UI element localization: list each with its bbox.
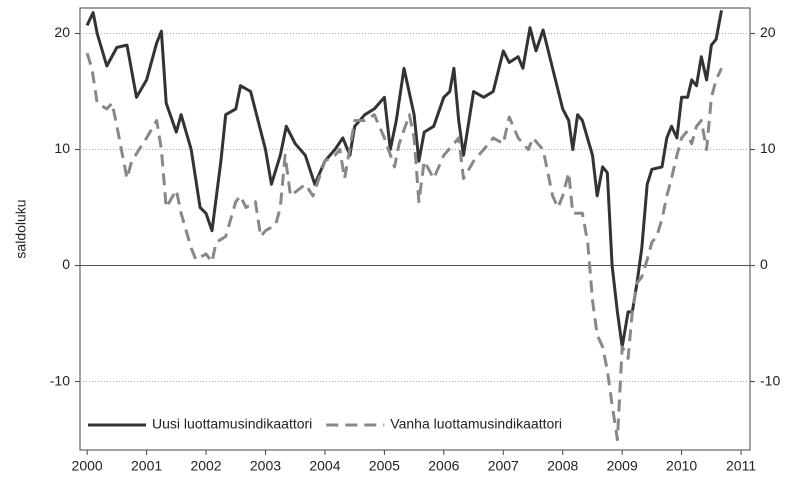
x-tick-label: 2000 <box>72 458 103 474</box>
legend-label: Uusi luottamusindikaattori <box>152 416 312 432</box>
series-line <box>85 10 723 349</box>
x-tick-label: 2005 <box>369 458 400 474</box>
y-tick-label: 20 <box>54 24 70 40</box>
x-tick-label: 2004 <box>309 458 340 474</box>
x-tick-label: 2002 <box>190 458 221 474</box>
x-tick-label: 2007 <box>488 458 519 474</box>
x-tick-label: 2006 <box>428 458 459 474</box>
y-axis-label: saldoluku <box>13 199 29 258</box>
x-tick-label: 2008 <box>547 458 578 474</box>
y2-tick-label: 20 <box>760 24 776 40</box>
y-tick-label: -10 <box>50 372 70 388</box>
legend-label: Vanha luottamusindikaattori <box>390 416 562 432</box>
x-tick-label: 2003 <box>250 458 281 474</box>
series-line <box>85 52 723 442</box>
x-tick-label: 2009 <box>607 458 638 474</box>
plot-frame <box>79 7 751 451</box>
y2-tick-label: -10 <box>760 372 780 388</box>
y-tick-label: 0 <box>62 256 70 272</box>
y2-tick-label: 10 <box>760 140 776 156</box>
x-tick-label: 2011 <box>726 458 756 474</box>
x-tick-label: 2001 <box>131 458 162 474</box>
y-tick-label: 10 <box>54 140 70 156</box>
y2-tick-label: 0 <box>760 256 768 272</box>
x-tick-label: 2010 <box>666 458 697 474</box>
